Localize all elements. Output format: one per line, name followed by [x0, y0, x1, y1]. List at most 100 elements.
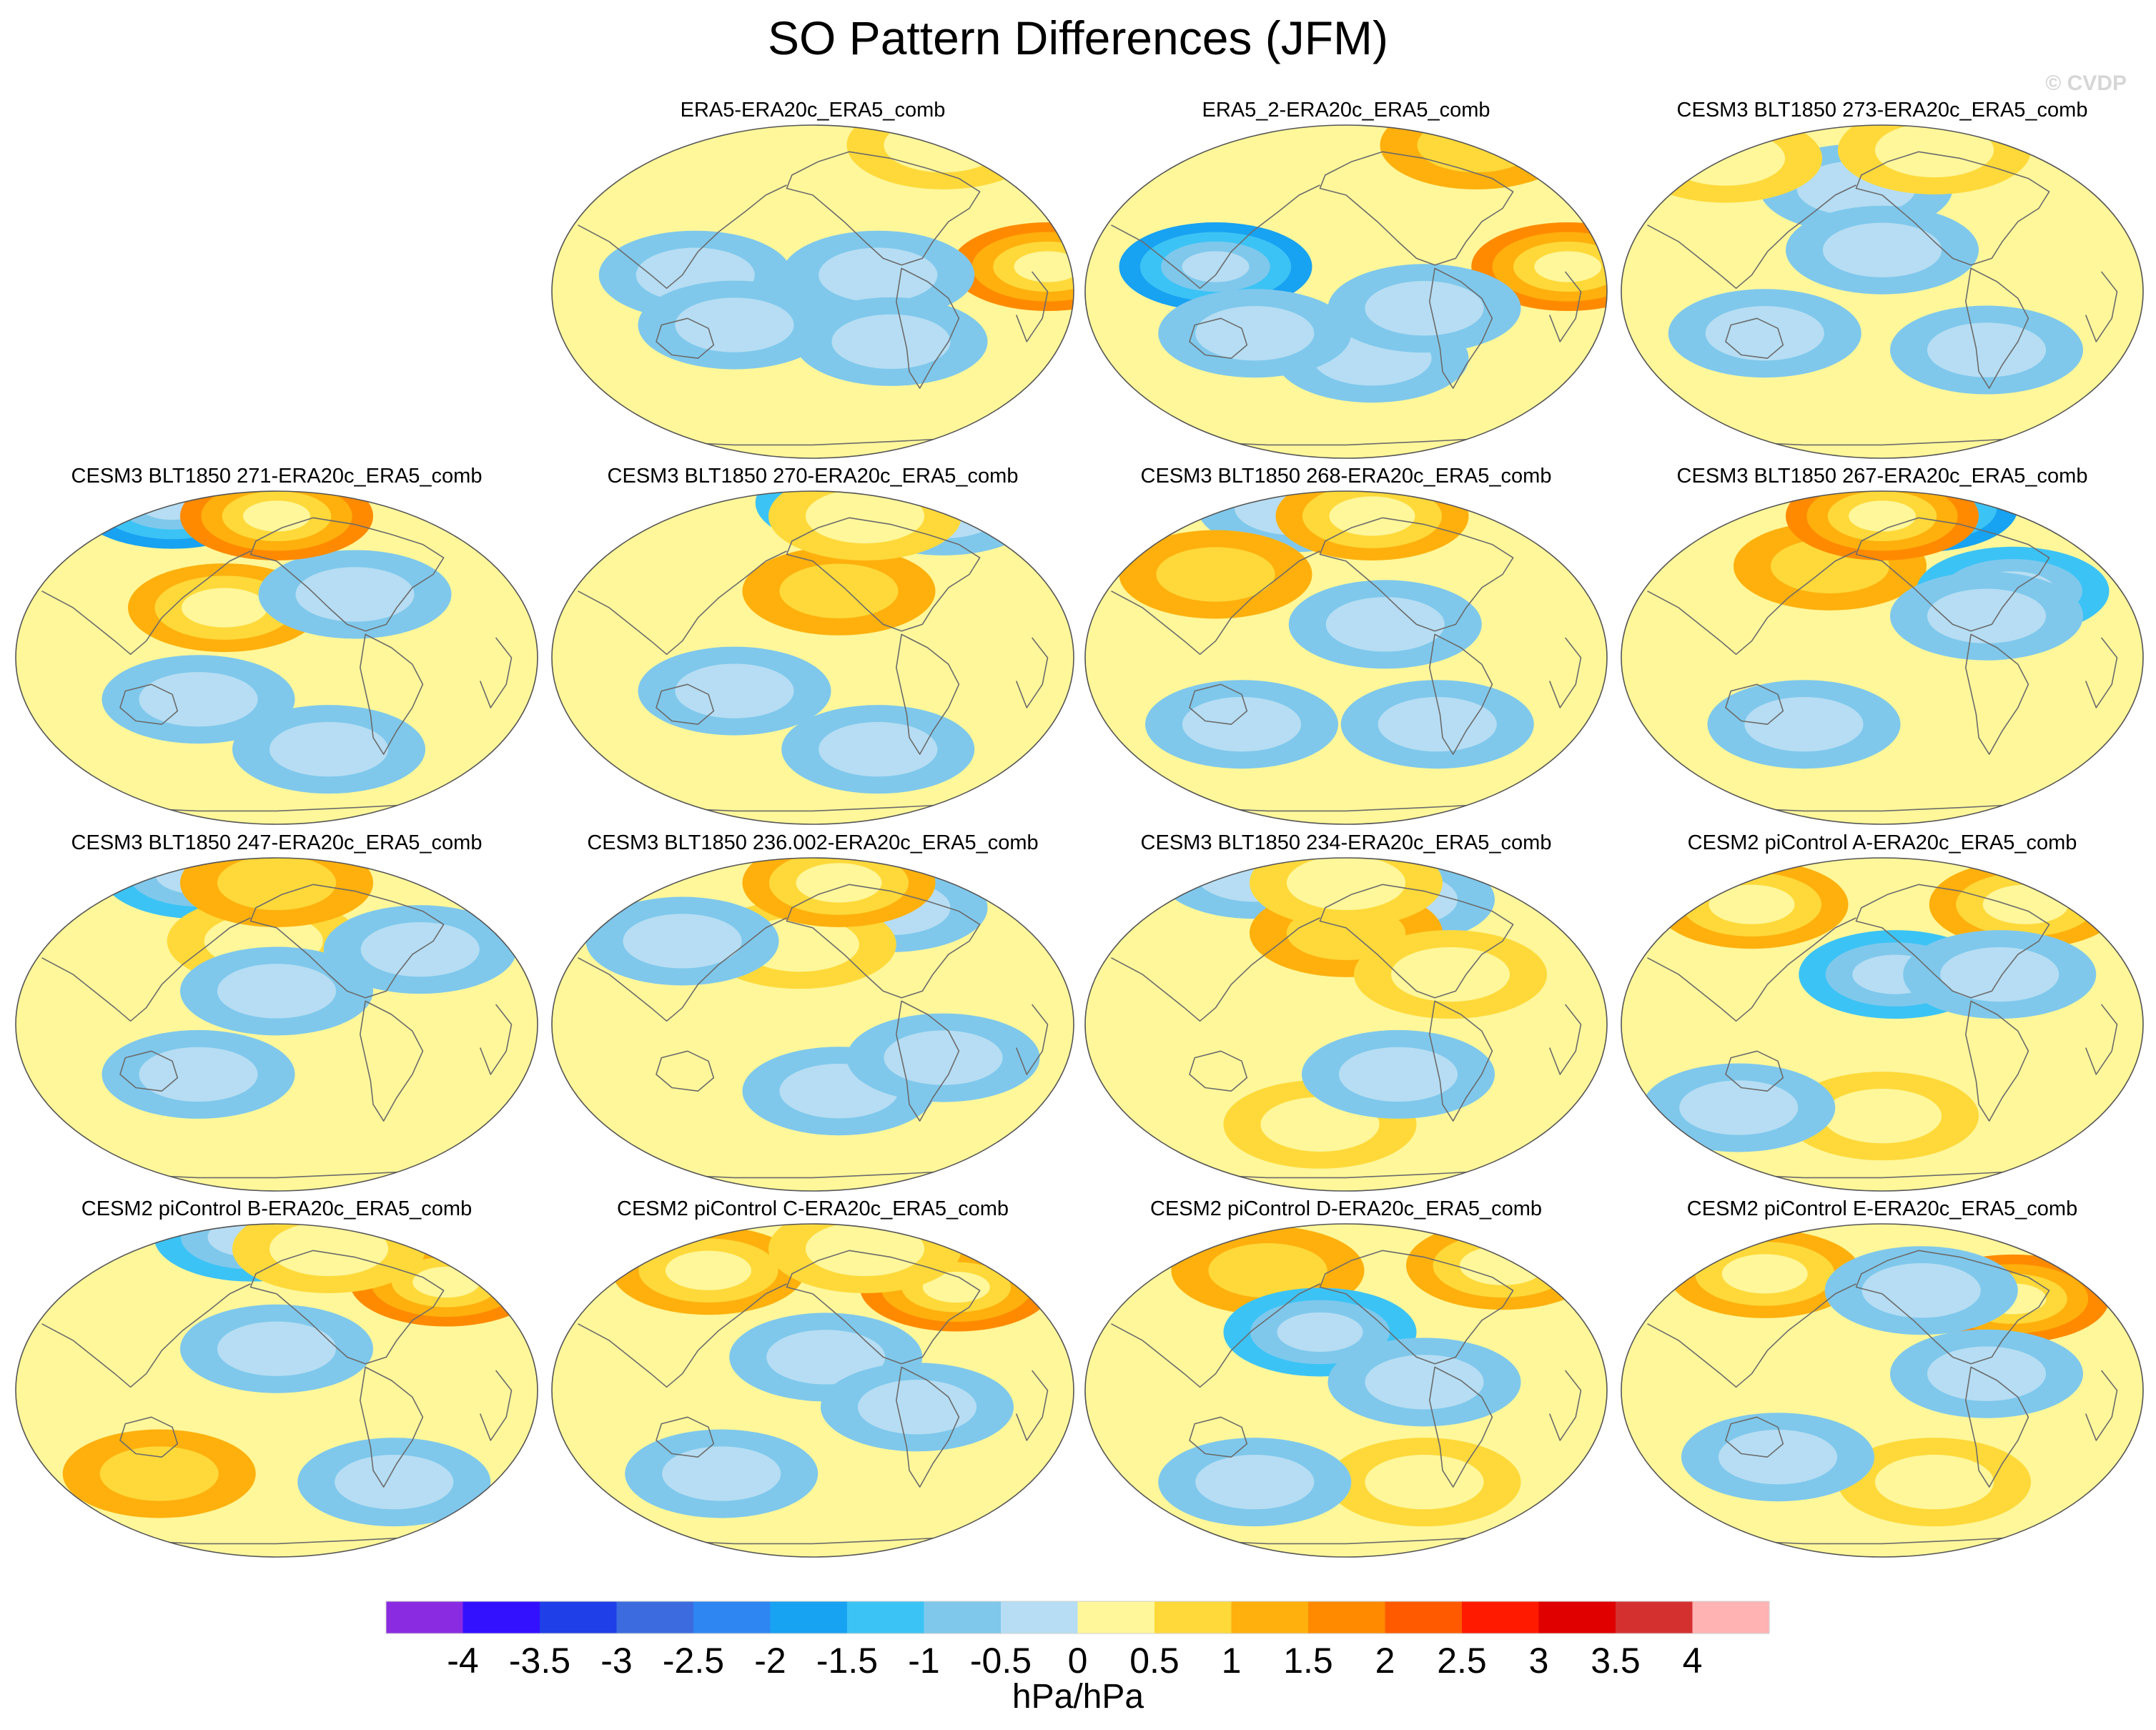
- anomaly-contour: [269, 1224, 389, 1277]
- anomaly-contour: [1927, 588, 2047, 643]
- coastline-asia: [1647, 1283, 1856, 1388]
- coastline-south-america: [1965, 633, 2029, 755]
- coastline-australia: [656, 1416, 715, 1458]
- coastline-north-america: [249, 1250, 445, 1365]
- coastline-africa: [1548, 1004, 1582, 1075]
- coastline-africa: [1548, 1370, 1582, 1441]
- panel-title: CESM2 piControl D-ERA20c_ERA5_comb: [1150, 1197, 1542, 1220]
- globe-outline: [1621, 1223, 2144, 1558]
- anomaly-contour: [1849, 500, 1916, 532]
- colorbar-tick-label: 0: [1068, 1641, 1088, 1681]
- coastline-south-america: [1429, 633, 1493, 755]
- colorbar-swatch: [386, 1601, 463, 1633]
- anomaly-contour: [796, 863, 882, 903]
- anomaly-contour: [1718, 1430, 1838, 1485]
- anomaly-contour: [1861, 1263, 1981, 1318]
- anomaly-contour: [1982, 884, 2069, 924]
- coastline-asia: [1111, 1283, 1320, 1388]
- coastline-australia: [656, 1050, 715, 1092]
- panel-title: CESM3 BLT1850 247-ERA20c_ERA5_comb: [71, 831, 483, 854]
- globe-outline: [15, 857, 538, 1192]
- panel-title: CESM3 BLT1850 234-ERA20c_ERA5_comb: [1141, 831, 1552, 854]
- coastline-australia: [1189, 1050, 1248, 1092]
- panel-title: CESM2 piControl B-ERA20c_ERA5_comb: [81, 1197, 472, 1220]
- colorbar-tick-label: 2: [1375, 1641, 1395, 1681]
- anomaly-contour: [1195, 1454, 1315, 1510]
- coastline-africa: [479, 637, 513, 708]
- globe-outline: [1084, 1223, 1608, 1558]
- colorbar-tick-label: 2.5: [1437, 1641, 1487, 1681]
- anomaly-contour: [805, 491, 925, 544]
- globe-outline: [551, 490, 1074, 825]
- panel-title: ERA5-ERA20c_ERA5_comb: [681, 99, 946, 122]
- anomaly-contour: [922, 1271, 990, 1303]
- colorbar-swatch: [1001, 1601, 1078, 1633]
- globe-outline: [551, 857, 1074, 1192]
- colorbar-swatch: [540, 1601, 617, 1633]
- figure-title: SO Pattern Differences (JFM): [768, 11, 1388, 64]
- coastline-australia: [119, 683, 179, 725]
- map-panel: CESM3 BLT1850 267-ERA20c_ERA5_comb: [1621, 465, 2144, 825]
- anomaly-contour: [1325, 597, 1445, 652]
- coastline-north-america: [786, 884, 981, 999]
- coastline-south-america: [360, 1000, 424, 1122]
- coastline-north-america: [1855, 517, 2050, 632]
- panel-title: CESM3 BLT1850 270-ERA20c_ERA5_comb: [608, 465, 1019, 488]
- anomaly-contour: [831, 314, 951, 370]
- panel-title: CESM3 BLT1850 268-ERA20c_ERA5_comb: [1141, 465, 1552, 488]
- coastline-africa: [1015, 1370, 1049, 1441]
- globe-outline: [1084, 857, 1608, 1192]
- colorbar-tick-label: -1.5: [816, 1641, 878, 1681]
- globe-outline: [551, 124, 1074, 459]
- coastline-south-america: [1965, 1366, 2029, 1488]
- globe-outline: [15, 1223, 538, 1558]
- coastline-south-america: [1429, 1366, 1493, 1488]
- anomaly-contour: [1874, 125, 1994, 178]
- coastline-asia: [1111, 184, 1320, 290]
- panel-title: CESM2 piControl E-ERA20c_ERA5_comb: [1687, 1197, 2077, 1220]
- globe-outline: [15, 490, 538, 825]
- anomaly-contour: [1927, 322, 2047, 377]
- coastline-africa: [1015, 1004, 1049, 1075]
- coastline-australia: [1725, 1050, 1784, 1092]
- coastline-asia: [41, 550, 251, 656]
- anomaly-contour: [99, 1446, 219, 1501]
- colorbar-swatch: [924, 1601, 1002, 1633]
- coastline-asia: [1647, 917, 1856, 1022]
- anomaly-contour: [666, 1250, 751, 1290]
- anomaly-contour: [1195, 306, 1315, 361]
- map-panel: CESM3 BLT1850 271-ERA20c_ERA5_comb: [15, 465, 538, 825]
- anomaly-contour: [1460, 1245, 1546, 1285]
- colorbar: -4 -3.5 -3 -2.5 -2 -1.5 -1 -0.5 0 0.5 1 1.5 2 2.5 3 3.5…: [385, 1601, 1770, 1681]
- colorbar-swatch: [1385, 1601, 1463, 1633]
- anomaly-contour: [1822, 1088, 1942, 1144]
- coastline-north-america: [1855, 1250, 2050, 1365]
- coastline-asia: [41, 1283, 251, 1388]
- map-panels: ERA5-ERA20c_ERA5_comb ERA5_2-ERA20c_ERA5_…: [15, 99, 2144, 1558]
- anomaly-contour: [243, 500, 310, 532]
- coastline-north-america: [1319, 884, 1514, 999]
- coastline-africa: [2085, 637, 2118, 708]
- coastline-north-america: [1319, 1250, 1514, 1365]
- colorbar-swatch: [1616, 1601, 1693, 1633]
- coastline-north-america: [1855, 151, 2050, 266]
- coastline-australia: [1725, 1416, 1784, 1458]
- panel-title: CESM2 piControl A-ERA20c_ERA5_comb: [1688, 831, 2077, 854]
- coastline-north-america: [1855, 884, 2050, 999]
- coastline-australia: [1725, 683, 1784, 725]
- coastline-south-america: [1429, 267, 1493, 389]
- colorbar-frame: [385, 1601, 1770, 1634]
- colorbar-swatch: [1231, 1601, 1309, 1633]
- coastline-asia: [41, 917, 251, 1022]
- coastline-africa: [2085, 1004, 2118, 1075]
- colorbar-swatch: [693, 1601, 771, 1633]
- coastline-north-america: [786, 1250, 981, 1365]
- anomaly-contour: [217, 964, 337, 1019]
- anomaly-contour: [1329, 496, 1415, 536]
- panel-title: CESM3 BLT1850 271-ERA20c_ERA5_comb: [71, 465, 483, 488]
- anomaly-contour: [1940, 946, 2059, 1002]
- colorbar-tick-label: 0.5: [1129, 1641, 1180, 1681]
- anomaly-contour: [1721, 1254, 1808, 1294]
- anomaly-contour: [1286, 858, 1406, 911]
- coastline-asia: [1647, 550, 1856, 656]
